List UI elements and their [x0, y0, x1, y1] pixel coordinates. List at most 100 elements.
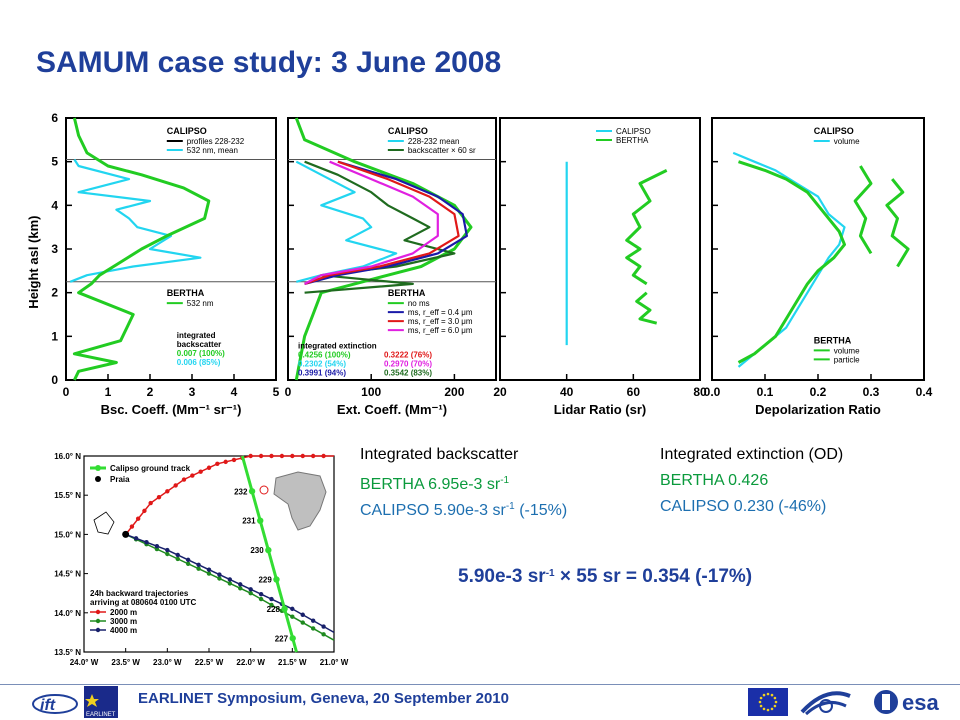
integrated-title: integrated extinction: [298, 342, 377, 351]
x-tick-label: 0.0: [704, 385, 721, 399]
trajectory-point: [321, 632, 326, 637]
integrated-value: 0.3542 (83%): [384, 369, 432, 378]
legend-entry: no ms: [408, 299, 430, 308]
trajectory-point: [310, 453, 316, 459]
map-y-tick-label: 15.0° N: [54, 530, 81, 539]
formula-part2: × 55 sr = 0.354 (-17%): [554, 566, 753, 587]
x-tick-label: 60: [627, 385, 641, 399]
legend-entry: 4000 m: [110, 626, 137, 635]
map-y-tick-label: 14.5° N: [54, 570, 81, 579]
esa-program-logo: [800, 691, 851, 716]
trajectory-point: [215, 461, 220, 467]
trajectory-point: [135, 516, 141, 521]
eu-star: [758, 700, 762, 704]
series-line: [72, 117, 211, 381]
legend-swatch: [95, 465, 101, 471]
trajectory-point: [190, 473, 195, 478]
panel-frame: [499, 117, 701, 381]
legend-entry: 2000 m: [110, 608, 137, 617]
earlinet-logo: EARLINET: [84, 686, 118, 718]
map-x-tick-label: 22.0° W: [236, 658, 265, 667]
legend-swatch: [95, 627, 101, 633]
trajectory-point: [175, 556, 180, 562]
legend-entry: ms, r_eff = 6.0 μm: [408, 326, 473, 335]
esa-text: esa: [902, 690, 939, 715]
x-tick-label: 0: [285, 385, 292, 399]
x-tick-label: 80: [693, 385, 707, 399]
series-line: [304, 160, 460, 285]
map-x-tick-label: 23.0° W: [153, 658, 182, 667]
legend-title: arriving at 080604 0100 UTC: [90, 598, 197, 607]
x-axis-label: Lidar Ratio (sr): [554, 402, 646, 417]
eu-star: [773, 704, 777, 708]
trajectory-point: [196, 562, 201, 567]
map-y-tick-label: 16.0° N: [54, 452, 81, 461]
legend-entry: 532 nm, mean: [187, 146, 238, 155]
trajectory-point: [310, 626, 316, 631]
legend-title: CALIPSO: [814, 126, 854, 136]
trajectory-point: [206, 567, 212, 572]
track-label: 232: [234, 487, 248, 496]
series-line: [853, 165, 873, 255]
track-point: [273, 576, 280, 583]
legend-entry: ms, r_eff = 0.4 μm: [408, 308, 473, 317]
trajectory-point: [148, 500, 153, 506]
x-axis-label: Bsc. Coeff. (Mm⁻¹ sr⁻¹): [101, 402, 242, 417]
track-point: [281, 605, 288, 613]
trajectory-point: [227, 581, 233, 586]
track-point: [265, 546, 272, 554]
track-label: 227: [275, 634, 289, 643]
series-line: [885, 178, 910, 268]
eu-star: [770, 693, 774, 697]
ext-bertha: BERTHA 0.426: [660, 472, 769, 489]
formula-part1: 5.90e-3 sr: [458, 566, 546, 587]
legend-title: 24h backward trajectories: [90, 589, 189, 598]
footer-divider: [0, 684, 960, 685]
legend-entry: profiles 228-232: [187, 137, 245, 146]
track-label: 230: [250, 546, 264, 555]
trajectory-point: [165, 551, 170, 557]
trajectory-point: [238, 586, 243, 591]
integrated-value: 0.3991 (94%): [298, 369, 346, 378]
series-line: [635, 291, 658, 325]
legend-title: BERTHA: [388, 288, 426, 298]
africa-inset: [273, 471, 327, 531]
trajectory-point: [185, 561, 191, 566]
track-point: [257, 517, 264, 524]
eu-star: [762, 707, 766, 711]
praia-marker: [122, 530, 130, 538]
map-y-tick-label: 15.5° N: [54, 491, 81, 500]
series-line: [625, 169, 668, 286]
y-tick-label: 0: [51, 373, 58, 387]
legend-entry: ms, r_eff = 3.0 μm: [408, 317, 473, 326]
extinction-column: Integrated extinction (OD) BERTHA 0.426 …: [660, 442, 843, 520]
trajectory-point: [175, 552, 180, 558]
ift-logo: ift: [32, 694, 78, 714]
map-y-tick-label: 13.5° N: [54, 648, 81, 657]
x-tick-label: 2: [147, 385, 154, 399]
eu-star: [759, 704, 763, 708]
y-tick-label: 6: [51, 111, 58, 125]
track-label: 228: [267, 605, 281, 614]
trajectory-point: [248, 453, 253, 459]
lidar-ratio-formula: 5.90e-3 sr-1 × 55 sr = 0.354 (-17%): [458, 566, 752, 588]
eu-flag-logo: [748, 688, 788, 716]
trajectory-point: [258, 596, 264, 602]
x-tick-label: 1: [105, 385, 112, 399]
trajectory-point: [206, 571, 212, 576]
trajectory-point: [290, 606, 295, 612]
panel-frame: [287, 117, 497, 381]
track-label: 231: [242, 517, 256, 526]
unit-exponent: -1: [505, 501, 515, 512]
x-tick-label: 20: [493, 385, 507, 399]
y-tick-label: 3: [51, 242, 58, 256]
page-title: SAMUM case study: 3 June 2008: [36, 46, 502, 79]
trajectory-point: [223, 459, 228, 465]
trajectory-point: [269, 453, 274, 459]
trajectory-point: [269, 602, 274, 608]
y-tick-label: 5: [51, 155, 58, 169]
formula-exp: -1: [545, 568, 555, 579]
trajectory-point: [185, 557, 191, 563]
